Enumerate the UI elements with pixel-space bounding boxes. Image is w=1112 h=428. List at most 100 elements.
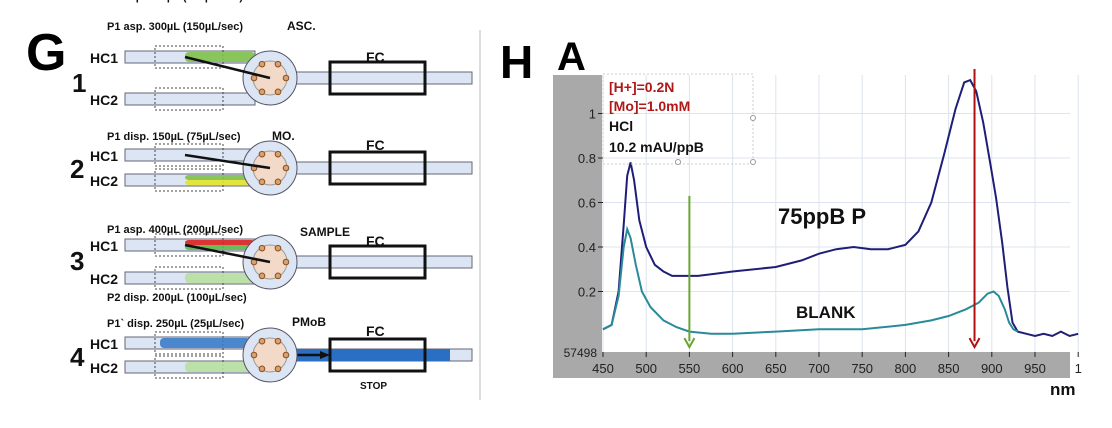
panel-label-h: H [500, 36, 533, 88]
hc1-label: HC1 [90, 148, 118, 164]
annotation-sensitivity: 10.2 mAU/ppB [609, 139, 704, 155]
annotation-mo: [Mo]=1.0mM [609, 98, 690, 114]
x-tick-label: 600 [722, 361, 744, 376]
x-tick-label: 950 [1024, 361, 1046, 376]
x-tick-label: 750 [851, 361, 873, 376]
y-tick-label: 0.6 [578, 196, 596, 211]
reagent-label: MO. [272, 129, 295, 143]
flow-cell-label: FC [366, 49, 385, 65]
y-tick-label: 0.8 [578, 151, 596, 166]
step-3: 3 HC1 HC2 FC SAMPLE P1 asp. 400µL (200µL/sec)… [70, 224, 473, 304]
step-2: 2 HC1 HC2 FC MO. P1 disp. 150µL (75µL/sec) P2 … [70, 0, 473, 196]
y-tick-label: 1 [589, 107, 596, 122]
pump-step-bottom: P2 disp. 200µL (100µL/sec) [107, 292, 247, 304]
hc2-label: HC2 [90, 173, 118, 189]
flow-tube [289, 161, 473, 175]
hc2-label: HC2 [90, 271, 118, 287]
y-tick-label: 0.4 [578, 240, 596, 255]
x-tick-label: 550 [679, 361, 701, 376]
reagent-zone [185, 362, 255, 372]
reagent-zone [185, 175, 255, 180]
valve-port [274, 88, 282, 96]
x-tick-label: 650 [765, 361, 787, 376]
flow-cell [328, 337, 427, 373]
pump-step-top: P1` disp. 250µL (25µL/sec) [107, 318, 245, 330]
valve-port [258, 244, 266, 252]
subpanel-label-a: A [557, 35, 586, 79]
x-tick-label: 500 [635, 361, 657, 376]
legend-box: [H+]=0.2N [Mo]=1.0mM HCl 10.2 mAU/ppB [602, 73, 756, 165]
holding-coil-tube [124, 92, 256, 106]
sample-series-label: 75ppB P [778, 204, 866, 229]
green-arrow-head [683, 337, 696, 350]
valve-port [258, 60, 266, 68]
annotation-acid-type: HCl [609, 118, 633, 134]
pump-step-top: P1 disp. 150µL (75µL/sec) [107, 131, 241, 143]
reagent-label: ASC. [287, 19, 316, 33]
flow-cell-label: FC [366, 233, 385, 249]
reagent-zone [185, 180, 255, 185]
valve-port [282, 351, 290, 359]
hc2-label: HC2 [90, 360, 118, 376]
flow-arrow [184, 55, 271, 80]
x-tick-label: 700 [808, 361, 830, 376]
reagent-zone [185, 52, 255, 62]
hc2-label: HC2 [90, 92, 118, 108]
flow-cell [328, 60, 427, 96]
reagent-zone [185, 240, 255, 245]
flow-tube [289, 255, 473, 269]
annotation-acid: [H+]=0.2N [609, 79, 674, 95]
valve-port [258, 365, 266, 373]
hc1-label: HC1 [90, 336, 118, 352]
valve-rotor [252, 337, 288, 373]
pump-step-bottom: P2 asp. 300µL (150µL/sec) [107, 0, 243, 3]
valve-port [274, 365, 282, 373]
valve-port [258, 88, 266, 96]
x-axis-label: nm [1050, 380, 1076, 399]
valve-port [274, 244, 282, 252]
flow-cell [328, 244, 427, 280]
holding-coil-zone [154, 266, 224, 290]
flow-cell-label: FC [366, 323, 385, 339]
x-axis-band [553, 352, 1070, 378]
valve-port [258, 178, 266, 186]
holding-coil-zone [154, 168, 224, 192]
pump-step-top: P1 asp. 400µL (200µL/sec) [107, 224, 243, 236]
valve-port [274, 150, 282, 158]
valve-port [274, 337, 282, 345]
holding-coil-zone [154, 233, 224, 257]
x-tick-label: 800 [895, 361, 917, 376]
hc1-label: HC1 [90, 50, 118, 66]
y-axis-band [553, 75, 602, 378]
series-line-75ppb-p [602, 78, 1079, 338]
reagent-zone [160, 338, 250, 348]
reagent-zone [185, 273, 255, 283]
holding-coil-zone [154, 355, 224, 379]
valve-port [258, 150, 266, 158]
holding-coil-zone [154, 87, 224, 111]
reagent-label: SAMPLE [300, 225, 350, 239]
panel-label-g: G [26, 24, 66, 82]
step-number: 4 [70, 342, 85, 372]
plot-area [602, 75, 1070, 352]
reagent-label: PMoB [292, 315, 326, 329]
step-number: 1 [72, 68, 86, 98]
valve-port [258, 272, 266, 280]
valve-port [274, 60, 282, 68]
arrow-head [320, 351, 330, 359]
flow-tube [289, 71, 473, 85]
pump-step-top: P1 asp. 300µL (150µL/sec) [107, 21, 243, 33]
flow-cell-label: FC [366, 137, 385, 153]
valve-port [274, 178, 282, 186]
holding-coil-zone [154, 331, 224, 355]
valve-port [250, 351, 258, 359]
blank-series-label: BLANK [796, 303, 856, 322]
bottom-tick-label: 57498 [564, 346, 598, 360]
series-line-blank [602, 225, 1019, 335]
valve-port [282, 164, 290, 172]
valve-port [282, 74, 290, 82]
valve-port [274, 272, 282, 280]
flow-cell [328, 150, 427, 186]
